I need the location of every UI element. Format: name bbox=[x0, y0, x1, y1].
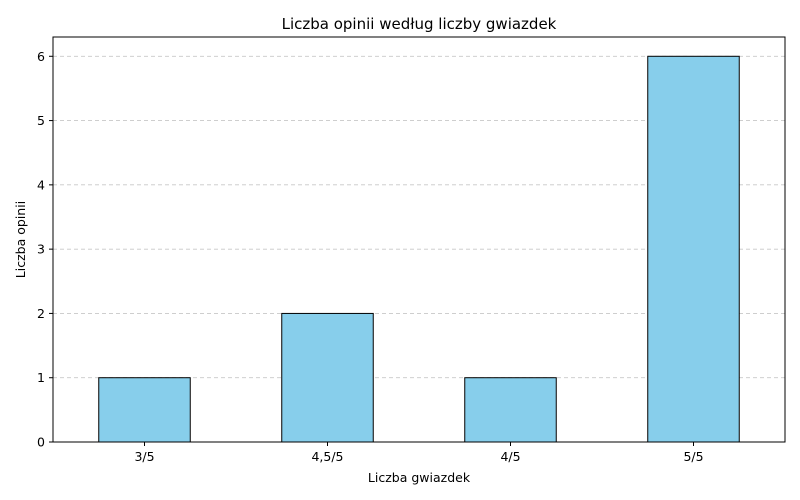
y-tick-label: 1 bbox=[37, 370, 45, 385]
plot-frame bbox=[52, 36, 786, 443]
y-tick-label: 5 bbox=[37, 113, 45, 128]
y-tick-label: 4 bbox=[37, 177, 45, 192]
y-axis-label: Liczba opinii bbox=[13, 201, 28, 278]
x-tick-label: 3/5 bbox=[134, 449, 154, 464]
chart-title: Liczba opinii według liczby gwiazdek bbox=[282, 15, 557, 33]
y-tick-label: 2 bbox=[37, 306, 45, 321]
bars bbox=[98, 55, 740, 443]
x-tick-label: 4,5/5 bbox=[311, 449, 343, 464]
y-tick-label: 3 bbox=[37, 242, 45, 257]
bar bbox=[464, 377, 557, 443]
bar bbox=[647, 55, 740, 443]
y-tick-label: 6 bbox=[37, 49, 45, 64]
bar bbox=[98, 377, 191, 443]
x-tick-label: 4/5 bbox=[500, 449, 520, 464]
x-axis-label: Liczba gwiazdek bbox=[368, 470, 471, 485]
y-axis-ticks: 0 1 2 3 4 5 6 bbox=[37, 49, 53, 450]
bar bbox=[281, 312, 374, 443]
x-axis-ticks: 3/5 4,5/5 4/5 5/5 bbox=[134, 442, 704, 464]
x-tick-label: 5/5 bbox=[683, 449, 703, 464]
y-tick-label: 0 bbox=[37, 435, 45, 450]
